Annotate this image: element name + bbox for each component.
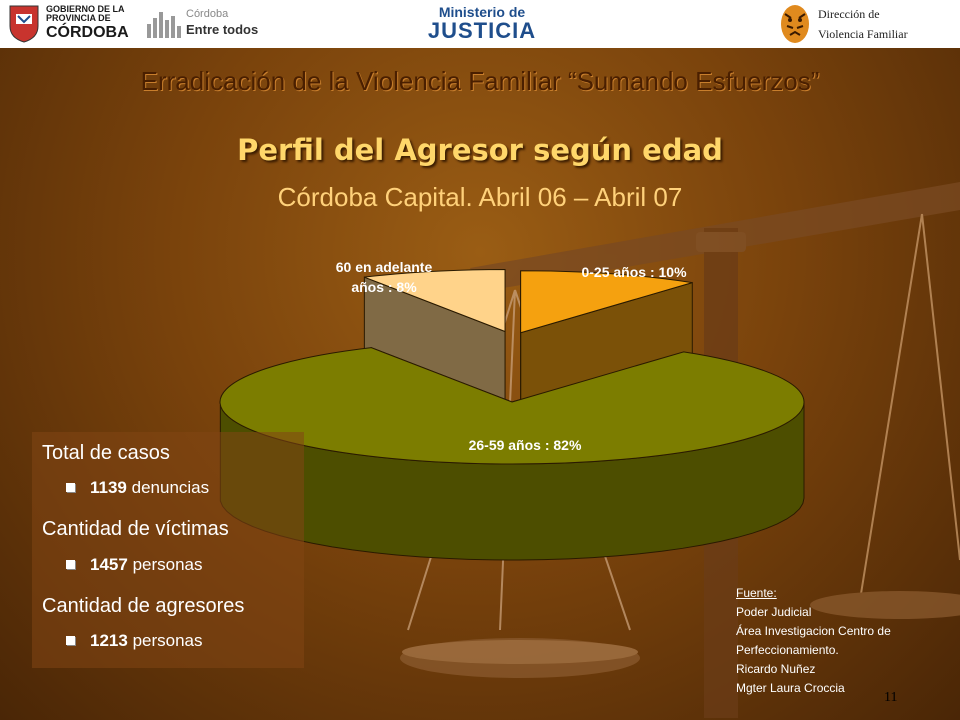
logo-cba-line3: CÓRDOBA bbox=[46, 24, 129, 41]
header-logo-band: GOBIERNO DE LA PROVINCIA DE CÓRDOBA Córd… bbox=[0, 0, 960, 48]
source-line-5: Mgter Laura Croccia bbox=[736, 681, 845, 695]
bullet-icon bbox=[66, 483, 75, 492]
pie-slice-2 bbox=[219, 347, 805, 465]
source-line-4: Ricardo Nuñez bbox=[736, 662, 816, 676]
source-note: Fuente: Poder Judicial Área Investigacio… bbox=[736, 584, 891, 698]
chart-title: Perfil del Agresor según edad bbox=[237, 133, 723, 167]
bullet-icon bbox=[66, 560, 75, 569]
logo-mj-line1: Ministerio de bbox=[438, 4, 526, 20]
total-cases-unit: denuncias bbox=[131, 478, 210, 497]
city-skyline-icon bbox=[147, 12, 181, 38]
aggressors-item: 1213 personas bbox=[66, 631, 203, 651]
gobierno-cordoba-logo: GOBIERNO DE LA PROVINCIA DE CÓRDOBA bbox=[6, 0, 134, 48]
source-line-1: Poder Judicial bbox=[736, 605, 812, 619]
tiger-icon bbox=[781, 5, 809, 43]
cordoba-entretodos-logo: Córdoba Entre todos bbox=[146, 0, 264, 48]
page-number: 11 bbox=[884, 690, 898, 705]
logo-cba-line2: PROVINCIA DE bbox=[46, 13, 111, 23]
source-line-3: Perfeccionamiento. bbox=[736, 643, 839, 657]
victims-value: 1457 bbox=[90, 555, 128, 574]
chart-subtitle: Córdoba Capital. Abril 06 – Abril 07 bbox=[277, 182, 683, 212]
victims-item: 1457 personas bbox=[66, 555, 203, 575]
victims-unit: personas bbox=[132, 555, 203, 574]
stats-panel: Total de casos 1139 denuncias Cantidad d… bbox=[32, 432, 304, 668]
aggressors-label: Cantidad de agresores bbox=[42, 595, 245, 617]
source-label: Fuente: bbox=[736, 586, 777, 600]
source-line-2: Área Investigacion Centro de bbox=[736, 624, 891, 638]
victims-label: Cantidad de víctimas bbox=[42, 518, 229, 540]
pie-label-slice-1: 0-25 años : 10% bbox=[581, 264, 687, 280]
total-cases-value: 1139 bbox=[90, 478, 127, 497]
logo-et-line2: Entre todos bbox=[186, 22, 259, 37]
pie-slice-3 bbox=[364, 268, 506, 333]
pie-label-slice-3-line2: años : 8% bbox=[351, 279, 417, 295]
coat-of-arms-icon bbox=[9, 5, 39, 43]
logo-et-line1: Córdoba bbox=[186, 8, 229, 20]
logo-dvf-line2: Violencia Familiar bbox=[818, 27, 908, 41]
logo-cba-line1: GOBIERNO DE LA bbox=[46, 4, 125, 14]
total-cases-label: Total de casos bbox=[42, 442, 170, 464]
bullet-icon bbox=[66, 636, 75, 645]
total-cases-item: 1139 denuncias bbox=[66, 478, 210, 498]
ministerio-justicia-logo: Ministerio de JUSTICIA bbox=[412, 0, 552, 48]
aggressors-unit: personas bbox=[132, 631, 203, 650]
slide-title: Erradicación de la Violencia Familiar “S… bbox=[140, 66, 820, 96]
direccion-violencia-familiar-logo: Dirección de Violencia Familiar bbox=[776, 0, 960, 48]
logo-dvf-line1: Dirección de bbox=[818, 7, 880, 21]
pie-slice-1 bbox=[520, 270, 693, 334]
pie-label-slice-3-line1: 60 en adelante bbox=[336, 259, 433, 275]
aggressors-value: 1213 bbox=[90, 631, 128, 650]
logo-mj-line2: JUSTICIA bbox=[427, 18, 537, 43]
pie-label-slice-2: 26-59 años : 82% bbox=[469, 437, 582, 453]
